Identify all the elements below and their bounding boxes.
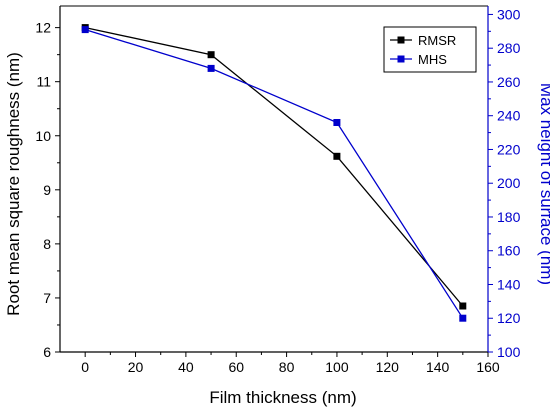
- x-tick-label: 140: [426, 359, 450, 375]
- x-tick-label: 80: [279, 359, 295, 375]
- x-tick-label: 0: [81, 359, 89, 375]
- y-left-tick-label: 9: [43, 182, 51, 198]
- series: [81, 24, 467, 322]
- y-right-tick-label: 300: [497, 6, 521, 22]
- y-right-tick-label: 120: [497, 310, 521, 326]
- series-line-mhs: [85, 28, 464, 319]
- axes: [59, 5, 489, 353]
- y-right-tick-label: 160: [497, 243, 521, 259]
- x-tick-label: 20: [128, 359, 144, 375]
- y-right-tick-label: 240: [497, 108, 521, 124]
- y-left-tick-label: 8: [43, 236, 51, 252]
- x-axis-title: Film thickness (nm): [209, 388, 356, 407]
- legend: RMSR MHS: [383, 26, 477, 73]
- x-tick-label: 40: [178, 359, 194, 375]
- y-left-tick-label: 7: [43, 290, 51, 306]
- legend-box: [383, 26, 477, 73]
- data-point-rmsr: [333, 152, 341, 160]
- y-left-axis-title: Root mean square roughness (nm): [4, 52, 23, 316]
- data-point-mhs: [333, 119, 341, 126]
- y-right-tick-label: 220: [497, 141, 521, 157]
- legend-rmsr-label: RMSR: [418, 33, 456, 48]
- legend-mhs-label: MHS: [418, 52, 447, 67]
- y-right-tick-label: 260: [497, 74, 521, 90]
- y-right-tick-label: 200: [497, 175, 521, 191]
- data-point-mhs: [459, 314, 467, 322]
- x-tick-label: 100: [325, 359, 349, 375]
- y-right-tick-label: 180: [497, 209, 521, 225]
- x-tick-label: 160: [476, 359, 500, 375]
- y-right-axis-title: Max height of surface (nm): [537, 83, 550, 285]
- y-left-tick-label: 10: [35, 128, 51, 144]
- y-left-tick-label: 6: [43, 344, 51, 360]
- y-left-tick-label: 12: [35, 20, 51, 36]
- data-point-rmsr: [207, 51, 215, 59]
- y-right-tick-label: 280: [497, 40, 521, 56]
- x-tick-label: 120: [376, 359, 400, 375]
- data-point-rmsr: [459, 302, 467, 310]
- legend-rmsr-marker: [397, 36, 405, 44]
- data-point-mhs: [81, 26, 89, 34]
- x-tick-label: 60: [228, 359, 244, 375]
- series-line-rmsr: [85, 26, 464, 307]
- y-left-tick-label: 11: [36, 74, 51, 90]
- ticks: 0 20 40 60 80 100 120 140 160 6 7 8 9 10 11 12 100 120 140…: [35, 6, 520, 375]
- y-right-tick-label: 140: [497, 276, 521, 292]
- y-right-tick-label: 100: [497, 344, 521, 360]
- legend-mhs-marker: [397, 55, 405, 63]
- data-point-mhs: [207, 64, 215, 72]
